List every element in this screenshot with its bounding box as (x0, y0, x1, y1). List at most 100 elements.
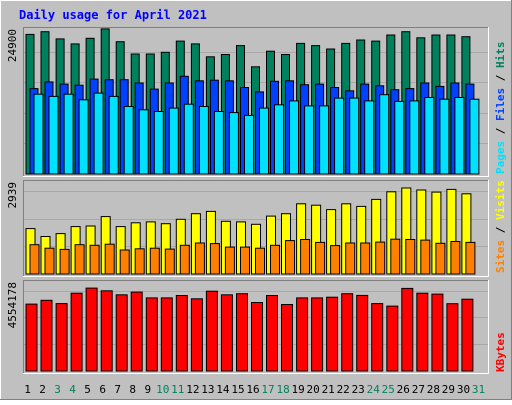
kbytes-kbytes-bar (416, 292, 429, 372)
visits-sites-scale-label: 2939 (6, 182, 19, 209)
x-tick-label-12: 12 (186, 383, 199, 396)
x-tick-label-16: 16 (246, 383, 259, 396)
visits-sites-sites-bar (89, 244, 100, 275)
hits-files-pages-pages-bar (48, 95, 59, 175)
visits-sites-sites-bar (179, 244, 190, 275)
visits-sites-sites-bar (59, 248, 70, 275)
kbytes-kbytes-bar (236, 293, 248, 372)
hits-files-pages-pages-bar (213, 111, 224, 175)
label-pages-files-hits-part: Pages (494, 141, 507, 174)
x-tick-labels: 1 2 3 4 5 6 7 8 9 10 11 12 13 14 15 16 17 18 19 20 21 22 23 24 2… (24, 383, 485, 396)
hits-files-pages-pages-bar (93, 92, 104, 175)
visits-sites-sites-bar (315, 241, 326, 275)
hits-files-pages-pages-bar (153, 111, 164, 175)
kbytes-kbytes-bar (356, 294, 369, 372)
visits-sites-sites-bar (405, 239, 416, 275)
kbytes-kbytes-bar (175, 295, 188, 372)
x-tick-label-1: 1 (24, 383, 31, 396)
visits-sites-sites-bar (29, 244, 40, 275)
x-tick-label-4: 4 (69, 383, 76, 396)
hits-files-pages-pages-bar (168, 107, 179, 175)
x-tick-label-24: 24 (367, 383, 381, 396)
kbytes-kbytes-bar (386, 305, 399, 372)
hits-files-pages-pages-bar (379, 94, 390, 175)
hits-files-pages-pages-bar (123, 106, 134, 175)
kbytes-kbytes-bar (311, 297, 324, 372)
kbytes-kbytes-bar (190, 298, 203, 372)
x-tick-label-8: 8 (129, 383, 136, 396)
visits-sites-sites-bar (270, 244, 280, 275)
visits-sites-sites-bar (119, 249, 130, 275)
label-pages-files-hits-part: / (494, 121, 507, 141)
kbytes-kbytes-bar (160, 297, 173, 372)
hits-files-pages-pages-bar (439, 98, 450, 175)
kbytes-kbytes-bar (296, 297, 309, 372)
visits-sites-sites-bar (285, 240, 295, 275)
x-tick-label-15: 15 (231, 383, 244, 396)
x-tick-label-23: 23 (352, 383, 365, 396)
x-tick-label-5: 5 (84, 383, 91, 396)
visits-sites-sites-bar (345, 242, 356, 275)
visits-sites-sites-bar (134, 248, 145, 275)
visits-sites-sites-bar (104, 243, 115, 275)
visits-sites-sites-bar (330, 245, 341, 275)
hits-files-pages-pages-bar (63, 93, 74, 175)
label-sites-visits-part: Sites (494, 240, 507, 273)
visits-sites-sites-bar (240, 246, 250, 275)
visits-sites-sites-bar (465, 241, 476, 275)
visits-sites-sites-bar (390, 238, 401, 275)
x-tick-label-26: 26 (397, 383, 410, 396)
x-tick-label-27: 27 (412, 383, 425, 396)
kbytes-kbytes-bar (326, 296, 339, 372)
hits-files-pages-pages-bar (33, 93, 44, 175)
kbytes-kbytes-bar (100, 290, 113, 372)
visits-sites-sites-bar (209, 243, 220, 275)
kbytes-kbytes-bar (205, 290, 218, 372)
hits-files-pages-pages-bar (138, 109, 149, 175)
hits-files-pages-pages-bar (108, 95, 119, 175)
x-tick-label-29: 29 (442, 383, 455, 396)
visits-sites-sites-bar (44, 247, 55, 275)
visits-sites-sites-bar (360, 242, 371, 275)
visits-sites-sites-bar (375, 241, 386, 275)
hits-files-pages-pages-bar (334, 97, 345, 175)
hits-files-pages-pages-bar (319, 105, 330, 175)
x-tick-label-2: 2 (39, 383, 46, 396)
hits-files-pages-pages-bar (228, 112, 239, 175)
x-tick-label-21: 21 (322, 383, 335, 396)
kbytes-kbytes-bar (85, 287, 98, 372)
hits-files-pages-pages-bar (454, 97, 465, 175)
visits-sites-sites-bar (164, 248, 175, 275)
x-tick-label-28: 28 (427, 383, 440, 396)
kbytes-kbytes-bar (70, 292, 83, 372)
hits-files-pages-pages-bar (469, 98, 480, 175)
kbytes-scale-label: 4554178 (6, 282, 19, 328)
kbytes-kbytes-bar (115, 294, 128, 372)
kbytes-kbytes-bar (40, 299, 53, 372)
hits-files-pages-pages-bar (304, 105, 315, 175)
label-pages-files-hits: Pages / Files / Hits (494, 42, 507, 175)
x-tick-label-14: 14 (216, 383, 230, 396)
kbytes-kbytes-bar (266, 295, 278, 372)
series-axis-labels: Pages / Files / Hits Sites / Visits KBytes (494, 42, 507, 373)
label-sites-visits-part: Visits (494, 180, 507, 220)
x-tick-label-9: 9 (144, 383, 151, 396)
hits-files-pages-pages-bar (289, 100, 299, 175)
label-kbytes: KBytes (494, 332, 507, 372)
hits-files-pages-pages-bar (198, 106, 209, 175)
kbytes-kbytes-bar (446, 303, 459, 372)
x-tick-label-18: 18 (276, 383, 289, 396)
x-tick-label-22: 22 (337, 383, 350, 396)
x-tick-label-19: 19 (291, 383, 304, 396)
kbytes-kbytes-bar (25, 303, 38, 372)
x-tick-label-20: 20 (306, 383, 319, 396)
hits-files-pages-scale-label: 24900 (6, 29, 19, 62)
visits-sites-sites-bar (300, 239, 311, 275)
visits-sites-sites-bar (224, 246, 235, 275)
visits-sites-sites-bar (420, 239, 431, 275)
label-kbytes-part: KBytes (494, 332, 507, 372)
label-pages-files-hits-part: Hits (494, 42, 507, 69)
label-pages-files-hits-part: Files (494, 88, 507, 121)
